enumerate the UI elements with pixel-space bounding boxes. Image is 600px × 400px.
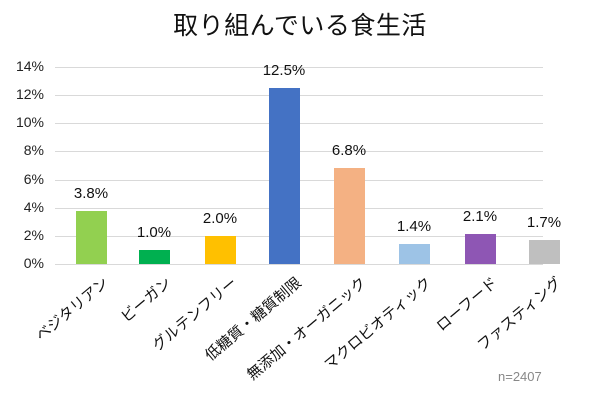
data-label: 3.8% — [73, 184, 109, 202]
gridline — [55, 264, 543, 265]
y-tick-label: 0% — [23, 255, 44, 271]
bar — [334, 168, 365, 264]
y-tick-label: 10% — [15, 114, 44, 130]
data-label: 2.0% — [202, 209, 238, 227]
y-tick-label: 8% — [23, 142, 44, 158]
bar — [139, 249, 170, 264]
bar — [269, 88, 300, 264]
y-tick-label: 2% — [23, 227, 44, 243]
gridline — [55, 67, 543, 68]
data-label: 1.0% — [136, 223, 172, 241]
chart-title: 取り組んでいる食生活 — [173, 11, 427, 40]
data-label: 12.5% — [262, 62, 306, 80]
bar — [465, 234, 496, 264]
x-tick-label: ビーガン — [117, 273, 175, 326]
sample-size-note: n=2407 — [498, 369, 542, 384]
y-tick-label: 12% — [15, 86, 44, 102]
data-label: 1.7% — [526, 214, 562, 232]
y-tick-label: 4% — [23, 199, 44, 215]
bar — [399, 244, 430, 264]
bar — [529, 240, 560, 264]
bar — [76, 210, 107, 264]
data-label: 2.1% — [462, 208, 498, 226]
data-label: 6.8% — [331, 142, 367, 160]
y-tick-label: 14% — [15, 58, 44, 74]
bar — [205, 235, 236, 264]
y-tick-label: 6% — [23, 171, 44, 187]
x-tick-label: 無添加・オーガニック — [243, 273, 370, 384]
data-label: 1.4% — [396, 218, 432, 236]
x-tick-label: ベジタリアン — [32, 273, 112, 345]
